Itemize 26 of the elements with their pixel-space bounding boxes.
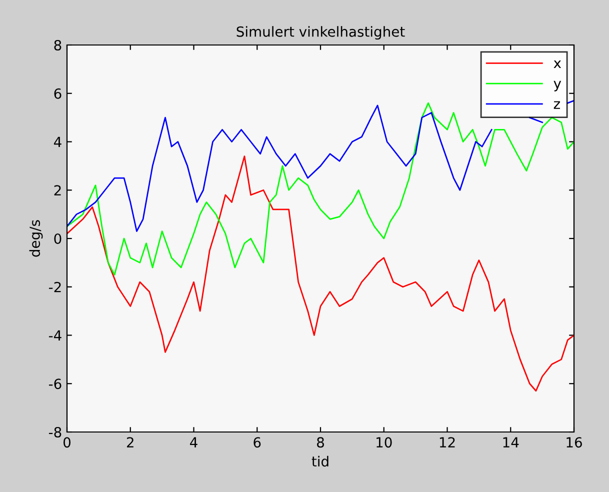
y-tick-label: 6 xyxy=(54,88,62,99)
x-tick-label: 10 xyxy=(376,437,392,448)
y-tick-label: -6 xyxy=(48,378,62,390)
x-tick-label: 8 xyxy=(317,437,324,448)
y-tick-label: -4 xyxy=(48,330,62,341)
legend-label: y xyxy=(554,80,562,92)
y-axis-title: deg/s xyxy=(29,220,43,257)
y-tick-label: 0 xyxy=(54,233,62,244)
x-tick-label: 16 xyxy=(566,437,582,448)
line-series xyxy=(67,156,574,392)
chart-title: Simulert vinkelhastighet xyxy=(236,26,405,40)
y-tick-label: 8 xyxy=(54,40,62,50)
legend-label: z xyxy=(554,101,560,109)
y-tick-label: 2 xyxy=(54,185,61,196)
x-tick-label: 12 xyxy=(440,437,455,448)
legend-label: x xyxy=(554,60,562,68)
x-tick-label: 6 xyxy=(254,437,261,448)
y-tick-label: -2 xyxy=(48,282,61,292)
x-tick-label: 0 xyxy=(63,437,70,448)
y-tick-label: 4 xyxy=(54,136,62,148)
line-series xyxy=(67,102,574,276)
x-tick-label: 14 xyxy=(503,437,519,448)
x-tick-label: 2 xyxy=(126,437,134,448)
x-tick-label: 4 xyxy=(190,437,198,448)
x-axis-title: tid xyxy=(312,456,328,467)
y-tick-label: -8 xyxy=(48,426,62,438)
